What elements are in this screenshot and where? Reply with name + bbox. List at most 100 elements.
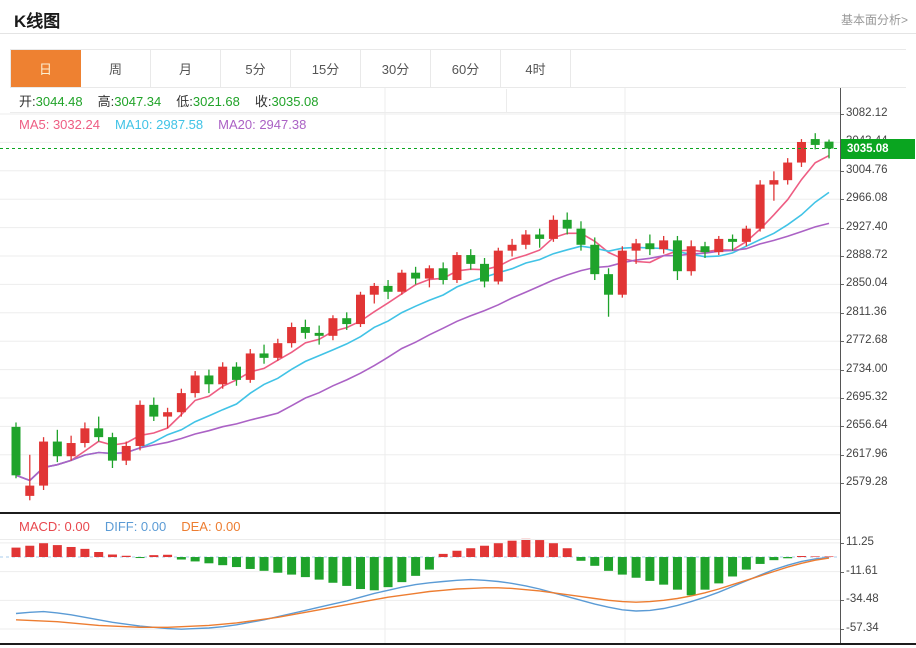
candlestick-chart[interactable] bbox=[0, 88, 840, 513]
candle bbox=[796, 139, 806, 167]
candle bbox=[369, 282, 379, 304]
candle bbox=[411, 266, 421, 285]
macd-bar bbox=[548, 543, 558, 558]
candle bbox=[521, 230, 531, 250]
macd-bar bbox=[190, 557, 200, 562]
candle bbox=[163, 407, 173, 429]
tab-日[interactable]: 日 bbox=[11, 50, 81, 87]
candle bbox=[287, 322, 297, 348]
candle bbox=[480, 257, 490, 288]
panel-divider bbox=[0, 512, 840, 514]
macd-bar bbox=[231, 557, 241, 568]
candle bbox=[631, 238, 641, 264]
y-axis-tick: 2772.68 bbox=[846, 334, 888, 347]
y-axis-tick: 2888.72 bbox=[846, 249, 888, 261]
macd-bar bbox=[25, 545, 35, 558]
macd-bar bbox=[149, 555, 159, 558]
macd-bar bbox=[314, 557, 324, 580]
candle bbox=[452, 252, 462, 283]
candle bbox=[383, 280, 393, 300]
macd-bar bbox=[218, 557, 228, 566]
macd-bar bbox=[11, 547, 21, 558]
macd-item: DEA: 0.00 bbox=[181, 519, 241, 534]
current-price-badge: 3035.08 bbox=[841, 138, 915, 159]
candle bbox=[52, 429, 62, 463]
price-axis: 3082.123043.443004.762966.082927.402888.… bbox=[840, 88, 916, 518]
y-axis-tick-mark bbox=[840, 256, 844, 257]
candle bbox=[535, 228, 545, 248]
macd-bar bbox=[686, 557, 696, 596]
tab-15分[interactable]: 15分 bbox=[291, 50, 361, 87]
macd-bar bbox=[39, 543, 49, 558]
macd-bar bbox=[824, 556, 834, 558]
candle bbox=[314, 325, 324, 345]
tab-4时[interactable]: 4时 bbox=[501, 50, 571, 87]
macd-bar bbox=[397, 557, 407, 583]
macd-bar bbox=[52, 545, 62, 558]
macd-bar bbox=[466, 548, 476, 558]
candle bbox=[424, 265, 434, 288]
macd-bar bbox=[107, 554, 117, 558]
fundamental-analysis-link[interactable]: 基本面分析> bbox=[840, 13, 908, 27]
macd-axis-tick-mark bbox=[840, 542, 844, 544]
candle bbox=[755, 180, 765, 232]
y-axis-tick: 2850.04 bbox=[846, 277, 888, 290]
page-title: K线图 bbox=[14, 12, 61, 31]
bottom-border bbox=[0, 643, 916, 645]
y-axis-tick-mark bbox=[840, 170, 844, 172]
macd-item: DIFF: 0.00 bbox=[104, 519, 167, 534]
candle bbox=[686, 240, 696, 276]
candle bbox=[507, 238, 517, 257]
y-axis-tick-mark bbox=[840, 227, 844, 229]
macd-bar bbox=[741, 557, 751, 570]
y-axis-tick-mark bbox=[840, 284, 844, 286]
y-axis-tick: 2966.08 bbox=[846, 192, 888, 205]
candle bbox=[204, 369, 214, 394]
candle bbox=[107, 432, 117, 468]
dea-line bbox=[15, 557, 830, 629]
y-axis-tick-mark bbox=[840, 114, 844, 115]
macd-bar bbox=[356, 557, 365, 590]
tab-月[interactable]: 月 bbox=[151, 50, 221, 87]
macd-bar bbox=[287, 557, 297, 575]
candle bbox=[700, 241, 710, 258]
tab-周[interactable]: 周 bbox=[81, 50, 151, 87]
macd-bar bbox=[672, 557, 682, 590]
candle bbox=[672, 235, 682, 281]
tab-60分[interactable]: 60分 bbox=[431, 50, 501, 87]
macd-bar bbox=[659, 557, 669, 585]
candle bbox=[273, 338, 283, 361]
macd-bar bbox=[521, 538, 531, 558]
ma-item: MA10: 2987.58 bbox=[114, 116, 204, 132]
tab-30分[interactable]: 30分 bbox=[361, 50, 431, 87]
macd-axis-tick-mark bbox=[840, 629, 844, 630]
candle bbox=[342, 312, 352, 330]
candle bbox=[438, 262, 448, 285]
candle bbox=[769, 171, 779, 201]
candle bbox=[783, 158, 793, 185]
macd-bar bbox=[755, 557, 765, 564]
macd-bar bbox=[728, 557, 738, 577]
y-axis-tick-mark bbox=[840, 369, 844, 371]
macd-bar bbox=[273, 557, 283, 573]
macd-bar bbox=[507, 540, 517, 558]
macd-chart[interactable] bbox=[0, 513, 840, 643]
candle bbox=[149, 397, 159, 421]
macd-bar bbox=[645, 557, 655, 581]
candle bbox=[493, 247, 503, 285]
macd-bar bbox=[700, 557, 710, 590]
macd-bar bbox=[342, 557, 352, 586]
candle bbox=[810, 133, 820, 150]
candle bbox=[25, 454, 35, 501]
macd-legend: MACD: 0.00 DIFF: 0.00 DEA: 0.00 bbox=[0, 514, 840, 540]
macd-axis-tick-mark bbox=[840, 571, 844, 573]
macd-bar bbox=[617, 557, 627, 575]
candle bbox=[714, 235, 724, 256]
y-axis-tick-mark bbox=[840, 426, 844, 428]
macd-bar bbox=[369, 557, 379, 591]
macd-bar bbox=[328, 557, 338, 583]
macd-bar bbox=[300, 557, 310, 578]
tab-5分[interactable]: 5分 bbox=[221, 50, 291, 87]
macd-bar bbox=[204, 557, 214, 564]
candle bbox=[121, 441, 131, 466]
